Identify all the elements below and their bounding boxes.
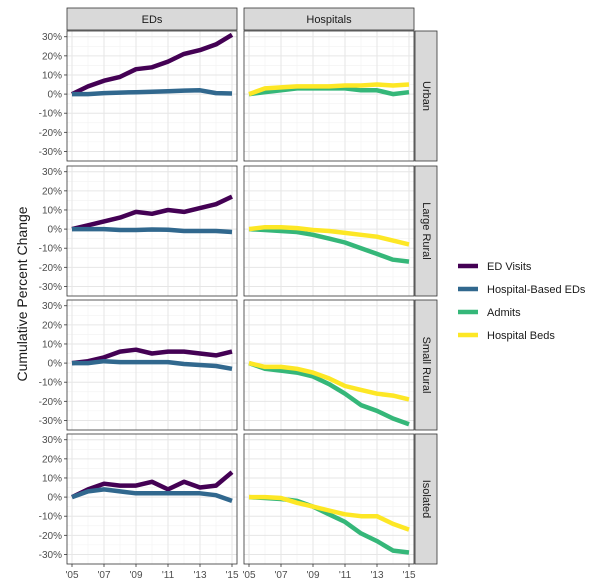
- strip-urban: [414, 30, 438, 162]
- series-line-hospital-based-eds: [71, 487, 233, 504]
- x-tick-label: '11: [339, 570, 352, 579]
- panel-small-rural-eds: -30% -20% -10% 0% 10% 20% 30%: [39, 299, 238, 431]
- panel-border: [243, 165, 415, 297]
- y-axis-label: Cumulative Percent Change: [14, 206, 30, 381]
- y-tick-label: -20%: [39, 397, 62, 408]
- legend-item-admits: Admits: [458, 307, 521, 319]
- strip-hospitals: [243, 7, 415, 31]
- legend-item-ed-visits: ED Visits: [458, 261, 532, 273]
- panel-border: [66, 299, 238, 431]
- y-tick-label: 0%: [48, 493, 63, 504]
- panel-border: [66, 30, 238, 162]
- y-tick-label: 10%: [42, 339, 62, 350]
- series-line-hospital-beds: [249, 494, 410, 532]
- x-tick-label: '05: [242, 570, 255, 579]
- series-line-hospital-based-eds: [72, 358, 233, 372]
- y-tick-label: -30%: [39, 282, 62, 293]
- y-tick-label: 10%: [42, 205, 62, 216]
- y-tick-label: 0%: [48, 90, 63, 101]
- x-tick-label: '05: [65, 570, 78, 579]
- y-tick-label: 10%: [42, 70, 62, 81]
- series-line-ed-visits: [71, 347, 233, 366]
- strip-label-hospitals: Hospitals: [306, 14, 352, 26]
- panel-large-rural-eds: -30% -20% -10% 0% 10% 20% 30%: [39, 165, 238, 297]
- y-tick-label: -20%: [39, 128, 62, 139]
- panel-small-rural-hospitals: [243, 299, 415, 431]
- x-tick-label: '09: [129, 570, 142, 579]
- legend-label: ED Visits: [487, 261, 532, 273]
- y-tick-label: 30%: [42, 435, 62, 446]
- panel-border: [66, 165, 238, 297]
- panel-urban-eds: -30% -20% -10% 0% 10% 20% 30%: [39, 30, 238, 162]
- series-line-ed-visits: [71, 194, 233, 232]
- y-tick-label: -10%: [39, 244, 62, 255]
- panel-border: [66, 433, 238, 565]
- y-tick-label: 20%: [42, 51, 62, 62]
- strip-eds: [66, 7, 238, 31]
- strip-label-urban: Urban: [420, 81, 432, 111]
- panel-border: [243, 433, 415, 565]
- x-tick-label: '07: [274, 570, 287, 579]
- y-tick-label: -20%: [39, 531, 62, 542]
- series-line-ed-visits: [71, 32, 234, 97]
- series-line-admits: [248, 226, 410, 264]
- series-line-ed-visits: [71, 470, 234, 500]
- y-tick-label: 0%: [48, 359, 63, 370]
- x-tick-label: '11: [162, 570, 175, 579]
- y-tick-label: 30%: [42, 167, 62, 178]
- x-tick-label: '15: [225, 570, 238, 579]
- legend-label: Hospital Beds: [487, 330, 555, 342]
- panel-isolated-eds: -30% -20% -10% 0% 10% 20% 30% '05 '07 '09 '11 '13 '1…: [39, 433, 239, 579]
- series-line-hospital-beds: [248, 360, 410, 402]
- strip-small-rural: [414, 299, 438, 431]
- panel-isolated-hospitals: '05 '07 '09 '11 '13 '15: [242, 433, 416, 579]
- y-tick-label: -20%: [39, 263, 62, 274]
- strip-label-eds: EDs: [142, 14, 163, 26]
- y-tick-label: -10%: [39, 378, 62, 389]
- y-tick-label: -30%: [39, 550, 62, 561]
- y-tick-label: -10%: [39, 109, 62, 120]
- strip-label-isolated: Isolated: [420, 480, 432, 519]
- y-tick-label: 30%: [42, 301, 62, 312]
- x-tick-label: '09: [306, 570, 319, 579]
- legend: ED Visits Hospital-Based EDs Admits Hospita…: [458, 261, 586, 342]
- x-tick-label: '13: [370, 570, 383, 579]
- series-line-hospital-beds: [248, 82, 410, 97]
- x-tick-label: '15: [402, 570, 415, 579]
- y-tick-label: 20%: [42, 186, 62, 197]
- y-tick-label: -30%: [39, 416, 62, 427]
- panel-border: [243, 30, 415, 162]
- strip-large-rural: [414, 165, 438, 297]
- y-tick-label: 20%: [42, 320, 62, 331]
- series-line-admits: [248, 360, 410, 427]
- y-tick-label: 30%: [42, 32, 62, 43]
- strip-label-small-rural: Small Rural: [420, 337, 432, 394]
- series-line-hospital-beds: [248, 224, 410, 247]
- legend-label: Hospital-Based EDs: [487, 284, 586, 296]
- series-line-hospital-based-eds: [72, 88, 233, 97]
- y-tick-label: -30%: [39, 147, 62, 158]
- strip-isolated: [414, 433, 438, 565]
- y-tick-label: -10%: [39, 512, 62, 523]
- strip-label-large-rural: Large Rural: [420, 202, 432, 259]
- legend-item-hospital-beds: Hospital Beds: [458, 330, 555, 342]
- panel-large-rural-hospitals: [243, 165, 415, 297]
- y-tick-label: 10%: [42, 473, 62, 484]
- legend-item-hospital-based-eds: Hospital-Based EDs: [458, 284, 586, 296]
- x-tick-label: '07: [97, 570, 110, 579]
- y-tick-label: 20%: [42, 454, 62, 465]
- x-tick-label: '13: [193, 570, 206, 579]
- panel-border: [243, 299, 415, 431]
- legend-label: Admits: [487, 307, 521, 319]
- panel-urban-hospitals: [243, 30, 415, 162]
- panels-layer: EDs Hospitals Urban Large Rural Small Rural I…: [39, 7, 438, 579]
- y-tick-label: 0%: [48, 225, 63, 236]
- series-line-hospital-based-eds: [72, 226, 233, 235]
